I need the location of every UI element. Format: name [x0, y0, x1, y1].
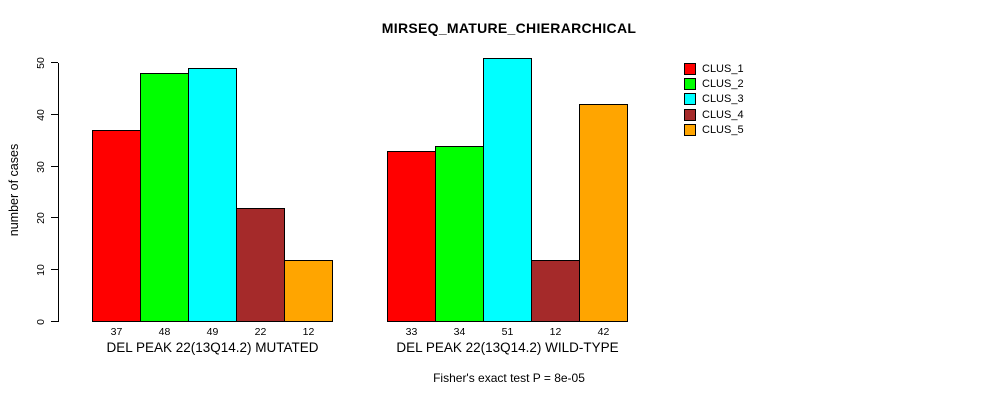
legend-label: CLUS_3 [702, 93, 744, 106]
x-category-label: DEL PEAK 22(13Q14.2) MUTATED [106, 340, 319, 355]
legend-label: CLUS_4 [702, 108, 744, 121]
bar-clus_5-group1 [284, 259, 333, 322]
bar-clus_3-group1 [188, 68, 237, 322]
y-tick-mark [51, 217, 58, 219]
bar-value-label: 12 [549, 326, 562, 338]
bar-value-label: 12 [302, 326, 315, 338]
y-tick-mark [51, 321, 58, 322]
x-category-label: DEL PEAK 22(13Q14.2) WILD-TYPE [396, 340, 619, 355]
bar-clus_2-group1 [140, 73, 189, 322]
bar-value-label: 22 [254, 326, 267, 338]
bar-clus_2-group2 [435, 145, 484, 322]
bar-clus_1-group1 [92, 130, 141, 322]
y-tick-label: 20 [35, 212, 47, 225]
y-tick-label: 0 [35, 319, 47, 325]
y-tick-mark [51, 269, 58, 271]
y-axis-title: number of cases [7, 143, 21, 237]
bar-clus_3-group2 [483, 57, 532, 322]
y-tick-mark [51, 113, 58, 115]
bar-clus_4-group2 [531, 259, 580, 322]
legend-swatch-clus_5 [684, 123, 696, 136]
legend-swatch-clus_4 [684, 108, 696, 121]
bar-value-label: 49 [206, 326, 219, 338]
y-tick-label: 40 [35, 108, 47, 121]
legend-label: CLUS_2 [702, 78, 744, 91]
bar-clus_4-group1 [236, 208, 285, 322]
legend-label: CLUS_5 [702, 123, 744, 136]
bar-value-label: 34 [453, 326, 466, 338]
bar-value-label: 33 [405, 326, 418, 338]
legend-swatch-clus_1 [684, 63, 696, 75]
bar-clus_5-group2 [579, 104, 628, 322]
y-tick-mark [51, 165, 58, 167]
legend-label: CLUS_1 [702, 63, 744, 75]
y-axis-line [58, 63, 59, 322]
legend-swatch-clus_2 [684, 78, 696, 91]
y-tick-label: 10 [35, 264, 47, 277]
y-tick-mark [51, 62, 58, 63]
bar-value-label: 42 [597, 326, 610, 338]
chart-subtitle: Fisher's exact test P = 8e-05 [433, 371, 585, 385]
y-tick-label: 50 [35, 57, 47, 69]
legend-swatch-clus_3 [684, 93, 696, 106]
bar-value-label: 51 [501, 326, 514, 338]
bar-value-label: 48 [158, 326, 171, 338]
bar-value-label: 37 [110, 326, 123, 338]
y-tick-label: 30 [35, 160, 47, 173]
bar-clus_1-group2 [387, 151, 436, 322]
chart-title: MIRSEQ_MATURE_CHIERARCHICAL [381, 20, 637, 36]
